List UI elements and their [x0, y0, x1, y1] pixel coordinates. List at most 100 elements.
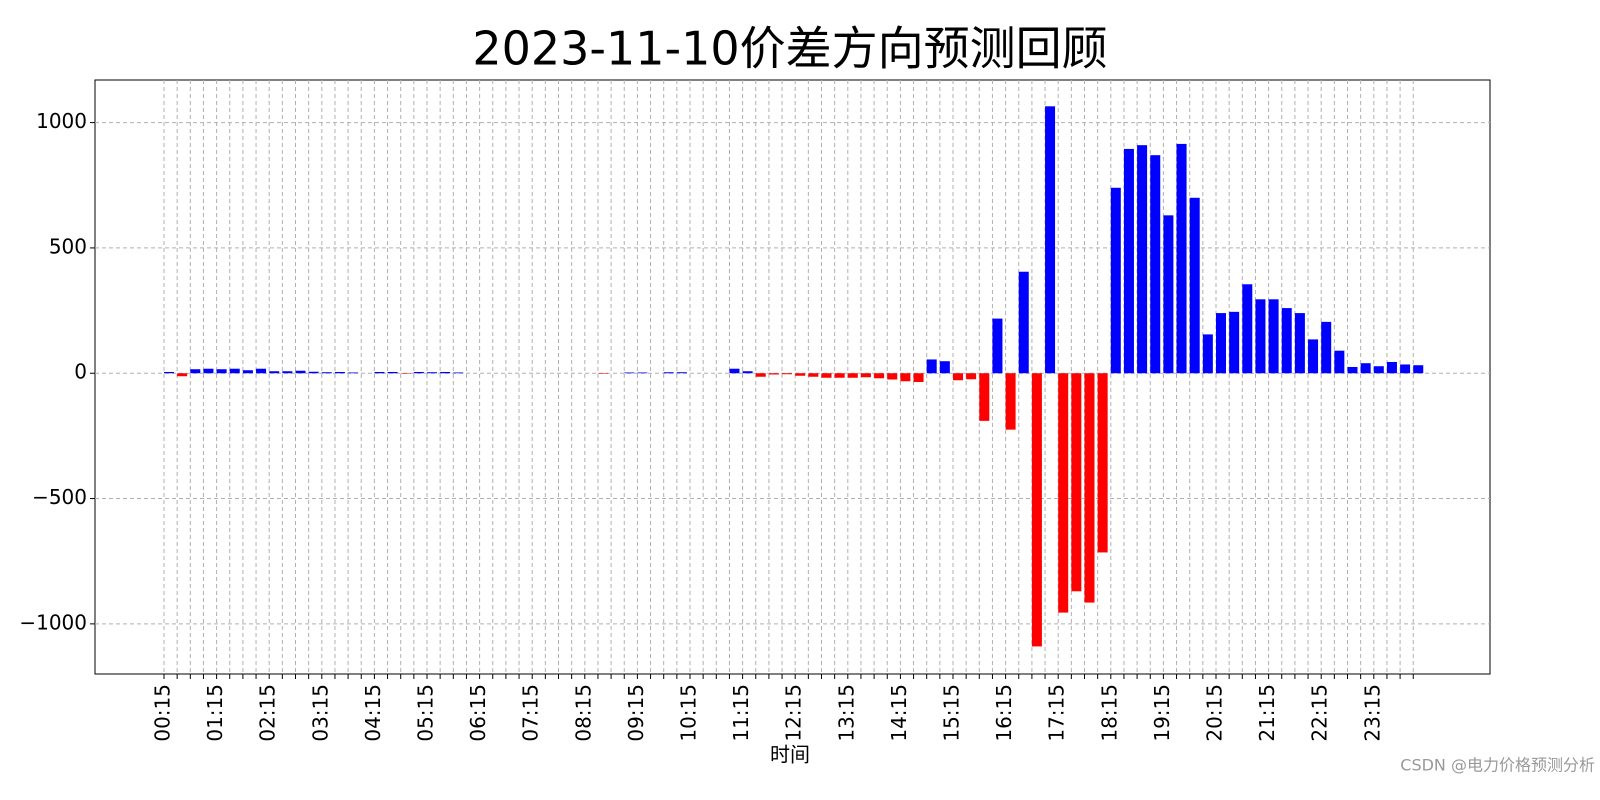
bar: [847, 373, 858, 378]
bar: [1334, 350, 1345, 374]
bar: [1360, 363, 1371, 374]
bar: [1189, 197, 1200, 374]
x-axis-label: 时间: [770, 743, 810, 767]
plot-frame: [94, 79, 1491, 675]
bar: [1163, 215, 1174, 374]
bar: [1386, 361, 1397, 374]
bar: [795, 373, 806, 376]
bar: [321, 372, 332, 374]
bar: [1413, 365, 1424, 374]
bar: [808, 373, 819, 377]
x-tick-label: 13:15: [834, 684, 858, 742]
bar: [1058, 373, 1069, 613]
bar: [1308, 339, 1319, 374]
x-tick-label: 22:15: [1308, 684, 1332, 742]
bar: [1255, 299, 1266, 374]
bar: [597, 373, 608, 374]
bar: [1229, 311, 1240, 374]
bar: [874, 373, 885, 379]
x-tick-label: 02:15: [256, 684, 280, 742]
x-tick-label: 06:15: [466, 684, 490, 742]
bar: [1018, 271, 1029, 374]
bar: [1294, 313, 1305, 374]
bar: [1084, 373, 1095, 603]
bar: [216, 369, 227, 374]
bar: [1268, 299, 1279, 374]
bar: [1216, 313, 1226, 374]
bar: [1373, 366, 1384, 374]
bar: [979, 373, 990, 421]
bar: [1202, 334, 1213, 374]
bar: [1031, 373, 1042, 647]
bar: [1321, 321, 1332, 374]
x-tick-label: 16:15: [992, 684, 1016, 742]
x-tick-label: 20:15: [1203, 684, 1227, 742]
bar: [282, 371, 293, 374]
bar: [190, 369, 201, 374]
y-tick-label: −500: [32, 485, 87, 509]
x-tick-label: 09:15: [624, 684, 648, 742]
y-tick-label: 500: [49, 234, 87, 258]
x-tick-label: 18:15: [1097, 684, 1121, 742]
bar: [308, 371, 319, 374]
bar: [953, 373, 963, 381]
bar: [1347, 366, 1358, 374]
bar: [1123, 148, 1134, 374]
bar: [887, 373, 898, 380]
bar: [164, 371, 174, 374]
bar: [1242, 284, 1253, 374]
bar: [203, 368, 214, 374]
x-tick-label: 07:15: [519, 684, 543, 742]
bar: [992, 318, 1003, 374]
x-tick-label: 11:15: [729, 684, 753, 742]
y-tick-label: −1000: [19, 610, 87, 634]
bar: [269, 371, 280, 374]
bar: [1071, 373, 1082, 592]
x-tick-label: 17:15: [1045, 684, 1069, 742]
bar: [348, 372, 359, 374]
bar: [1110, 187, 1121, 374]
bar: [900, 373, 911, 382]
x-tick-label: 21:15: [1255, 684, 1279, 742]
x-tick-label: 08:15: [571, 684, 595, 742]
bar: [939, 361, 950, 374]
bar: [374, 371, 385, 374]
bar: [1137, 145, 1148, 374]
bar: [1150, 155, 1161, 374]
x-tick-label: 03:15: [308, 684, 332, 742]
bar: [453, 372, 464, 374]
x-tick-label: 14:15: [887, 684, 911, 742]
x-tick-label: 23:15: [1360, 684, 1384, 742]
bar: [913, 373, 924, 383]
bar: [1176, 143, 1187, 374]
chart-title: 2023-11-10价差方向预测回顾: [472, 22, 1107, 76]
bar: [676, 372, 687, 374]
bar: [926, 359, 937, 374]
bar: [440, 371, 451, 374]
bar: [400, 373, 411, 374]
bar: [742, 371, 753, 374]
x-tick-label: 19:15: [1150, 684, 1174, 742]
y-tick-label: 1000: [36, 109, 87, 133]
x-tick-label: 12:15: [782, 684, 806, 742]
bar: [295, 370, 306, 374]
bar: [637, 372, 648, 374]
bar: [663, 372, 674, 374]
bar: [229, 368, 240, 374]
x-tick-label: 04:15: [361, 684, 385, 742]
bar: [177, 373, 188, 377]
bar: [1281, 308, 1292, 374]
x-tick-label: 01:15: [203, 684, 227, 742]
y-tick-label: 0: [74, 360, 87, 384]
bar: [624, 372, 635, 374]
bar: [821, 373, 832, 378]
bar: [755, 373, 766, 377]
bar: [768, 373, 779, 375]
bar: [1400, 364, 1411, 374]
bar: [1045, 106, 1056, 374]
bar: [256, 368, 267, 374]
watermark: CSDN @电力价格预测分析: [1400, 756, 1595, 775]
bar: [729, 368, 740, 374]
bar: [860, 373, 871, 378]
